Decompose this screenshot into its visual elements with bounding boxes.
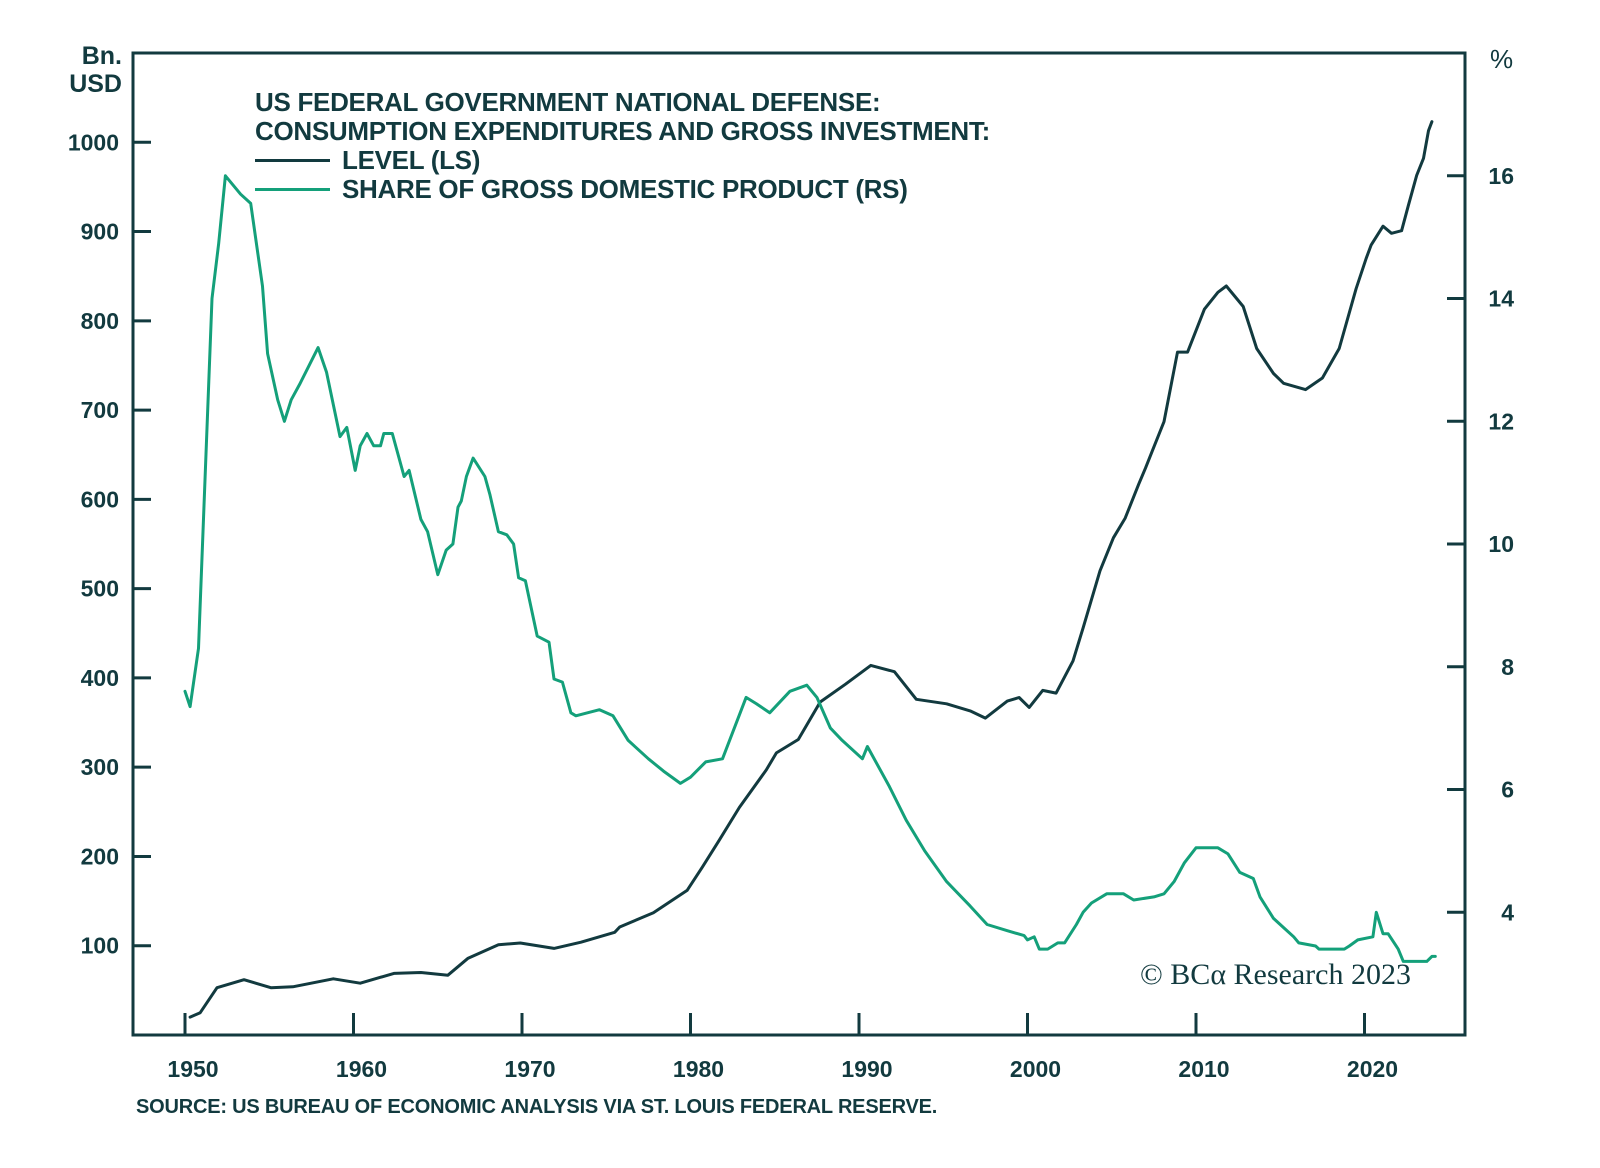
left-axis-unit-label: Bn. USD xyxy=(69,42,122,98)
left-unit-line-1: Bn. xyxy=(81,42,122,70)
axis-ticks: 1950 1960 1970 1980 1990 2000 2010 2020 100 200 30… xyxy=(68,129,1514,1082)
left-y-tick-label: 700 xyxy=(81,397,119,423)
right-y-tick-label: 4 xyxy=(1501,899,1514,925)
source-note: SOURCE: US BUREAU OF ECONOMIC ANALYSIS V… xyxy=(136,1096,938,1118)
left-y-tick-label: 100 xyxy=(81,933,119,959)
x-tick-label: 1960 xyxy=(336,1056,387,1082)
legend-label-level: LEVEL (LS) xyxy=(342,145,481,175)
right-y-tick-label: 8 xyxy=(1501,654,1514,680)
left-y-tick-label: 400 xyxy=(81,665,119,691)
right-y-tick-label: 12 xyxy=(1488,408,1514,434)
legend-label-share: SHARE OF GROSS DOMESTIC PRODUCT (RS) xyxy=(342,174,908,204)
x-tick-label: 1970 xyxy=(504,1056,555,1082)
chart-title: US FEDERAL GOVERNMENT NATIONAL DEFENSE: xyxy=(255,87,881,117)
left-y-tick-label: 500 xyxy=(81,576,119,602)
chart-subtitle: CONSUMPTION EXPENDITURES AND GROSS INVES… xyxy=(255,116,990,146)
right-y-tick-label: 10 xyxy=(1488,531,1514,557)
left-y-tick-label: 800 xyxy=(81,308,119,334)
left-unit-line-2: USD xyxy=(69,70,122,98)
right-y-tick-label: 6 xyxy=(1501,777,1514,803)
x-tick-label: 2000 xyxy=(1010,1056,1061,1082)
series-lines xyxy=(183,120,1437,1019)
legend-item-share: SHARE OF GROSS DOMESTIC PRODUCT (RS) xyxy=(255,174,908,204)
x-tick-label: 2010 xyxy=(1178,1056,1229,1082)
series-line-level xyxy=(188,120,1434,1019)
series-line-share xyxy=(183,174,1437,963)
legend-swatch-level xyxy=(255,159,330,162)
left-y-tick-label: 900 xyxy=(81,219,119,245)
right-axis-unit-label: % xyxy=(1490,44,1514,74)
x-tick-label: 1990 xyxy=(841,1056,892,1082)
x-tick-label: 1950 xyxy=(167,1056,218,1082)
right-y-tick-label: 14 xyxy=(1488,286,1514,312)
legend-item-level: LEVEL (LS) xyxy=(255,145,481,175)
copyright-annotation: © BCα Research 2023 xyxy=(1140,958,1411,991)
x-tick-label: 1980 xyxy=(673,1056,724,1082)
left-y-tick-label: 300 xyxy=(81,754,119,780)
x-tick-label: 2020 xyxy=(1347,1056,1398,1082)
legend-swatch-share xyxy=(255,188,330,191)
left-y-tick-label: 600 xyxy=(81,486,119,512)
left-y-tick-label: 1000 xyxy=(68,129,119,155)
right-y-tick-label: 16 xyxy=(1488,163,1514,189)
left-y-tick-label: 200 xyxy=(81,843,119,869)
